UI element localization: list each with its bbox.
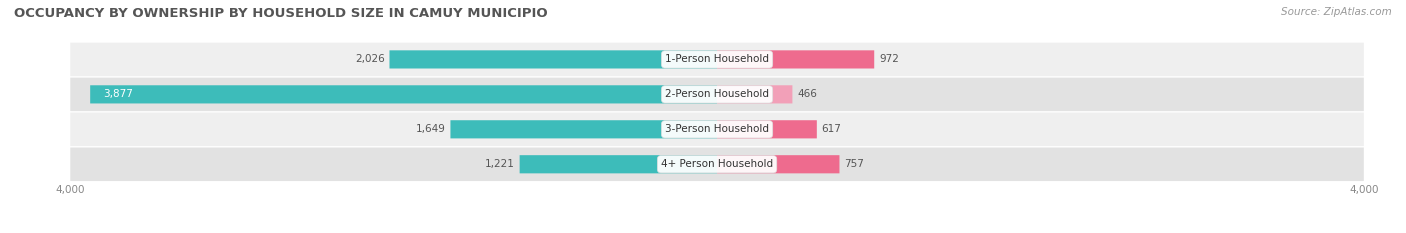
FancyBboxPatch shape — [70, 78, 1364, 111]
FancyBboxPatch shape — [70, 147, 1364, 181]
Text: 2-Person Household: 2-Person Household — [665, 89, 769, 99]
FancyBboxPatch shape — [717, 155, 839, 173]
Text: OCCUPANCY BY OWNERSHIP BY HOUSEHOLD SIZE IN CAMUY MUNICIPIO: OCCUPANCY BY OWNERSHIP BY HOUSEHOLD SIZE… — [14, 7, 548, 20]
FancyBboxPatch shape — [717, 85, 793, 103]
Text: 1-Person Household: 1-Person Household — [665, 55, 769, 64]
FancyBboxPatch shape — [717, 120, 817, 138]
FancyBboxPatch shape — [450, 120, 717, 138]
Text: 1,649: 1,649 — [416, 124, 446, 134]
FancyBboxPatch shape — [389, 50, 717, 69]
FancyBboxPatch shape — [520, 155, 717, 173]
FancyBboxPatch shape — [90, 85, 717, 103]
Text: 2,026: 2,026 — [354, 55, 385, 64]
FancyBboxPatch shape — [70, 43, 1364, 76]
FancyBboxPatch shape — [70, 113, 1364, 146]
Text: Source: ZipAtlas.com: Source: ZipAtlas.com — [1281, 7, 1392, 17]
Text: 617: 617 — [821, 124, 842, 134]
Text: 757: 757 — [845, 159, 865, 169]
Text: 466: 466 — [797, 89, 817, 99]
Text: 1,221: 1,221 — [485, 159, 515, 169]
Text: 3,877: 3,877 — [103, 89, 134, 99]
Text: 972: 972 — [879, 55, 898, 64]
Text: 3-Person Household: 3-Person Household — [665, 124, 769, 134]
Text: 4+ Person Household: 4+ Person Household — [661, 159, 773, 169]
FancyBboxPatch shape — [717, 50, 875, 69]
